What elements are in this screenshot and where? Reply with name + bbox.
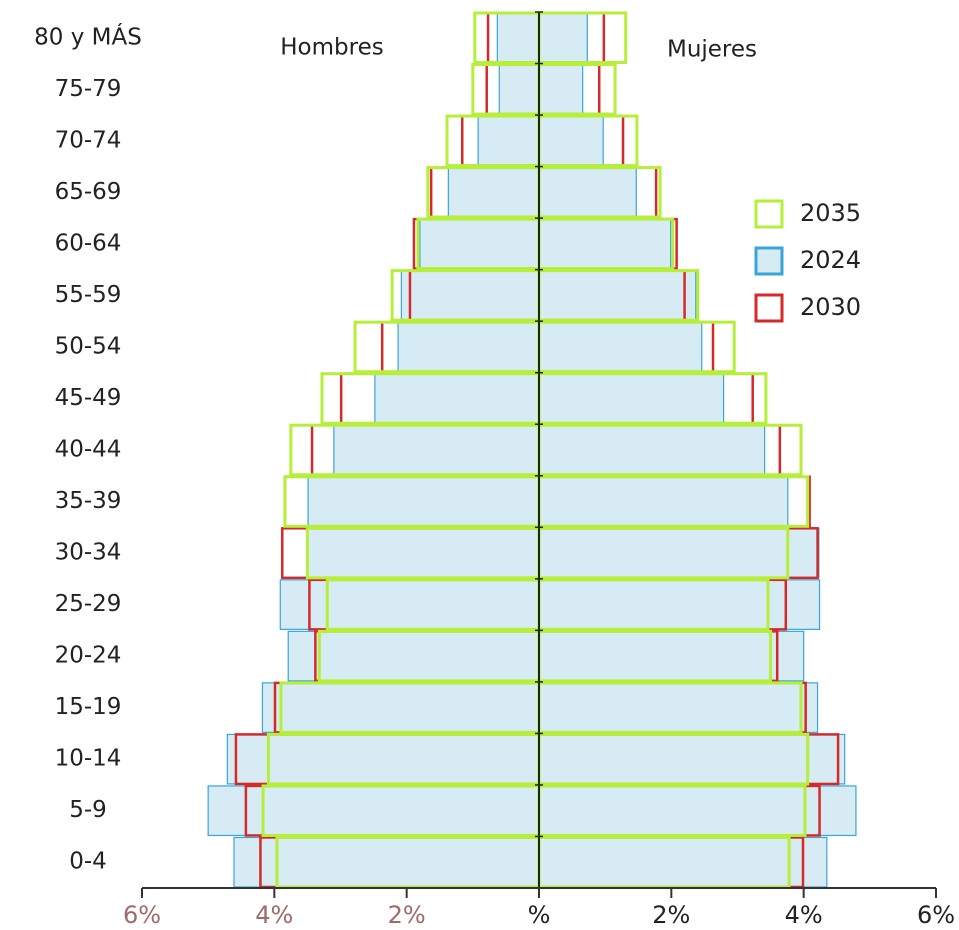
- bar: [306, 527, 540, 579]
- bar: [261, 682, 540, 734]
- x-tick-label: 6%: [917, 901, 955, 929]
- category-label: 70-74: [55, 127, 122, 153]
- right-label: Mujeres: [667, 37, 757, 63]
- category-label: 20-24: [55, 643, 122, 669]
- bar: [538, 12, 588, 64]
- legend-swatch: [754, 199, 784, 229]
- bar: [538, 785, 857, 837]
- bar: [538, 270, 697, 321]
- legend-swatch: [754, 246, 784, 276]
- category-label: 30-34: [55, 540, 122, 566]
- bar: [226, 733, 540, 785]
- bar: [207, 785, 540, 837]
- legend-label: 2030: [800, 293, 861, 321]
- bar: [400, 270, 540, 321]
- bar: [333, 424, 540, 476]
- bar: [374, 373, 540, 424]
- bar: [419, 218, 540, 270]
- bar: [477, 115, 540, 167]
- x-tick-label: 4%: [255, 901, 293, 929]
- bar: [538, 166, 637, 218]
- bar: [538, 424, 766, 476]
- bar: [538, 115, 604, 167]
- bar: [498, 63, 540, 115]
- bar: [397, 321, 540, 373]
- category-label: 80 y MÁS: [34, 22, 142, 50]
- bar: [538, 579, 821, 630]
- category-label: 0-4: [69, 849, 107, 875]
- x-tick-label: 6%: [123, 901, 161, 929]
- bar: [496, 12, 540, 64]
- x-tick-label: 4%: [785, 901, 823, 929]
- bar: [538, 733, 846, 785]
- bar: [538, 373, 725, 424]
- bar: [538, 836, 828, 888]
- bar: [538, 476, 789, 527]
- legend-swatch: [754, 293, 784, 323]
- bar: [307, 476, 540, 527]
- bar: [538, 63, 584, 115]
- bar: [233, 836, 540, 888]
- x-tick-label: 2%: [388, 901, 426, 929]
- category-label: 55-59: [55, 282, 122, 308]
- category-label: 65-69: [55, 179, 122, 205]
- category-label: 40-44: [55, 437, 122, 463]
- x-tick-label: %: [528, 901, 551, 929]
- category-label: 45-49: [55, 385, 122, 411]
- bar: [287, 630, 540, 682]
- category-label: 15-19: [55, 694, 122, 720]
- category-label: 50-54: [55, 333, 122, 359]
- category-label: 60-64: [55, 230, 122, 256]
- bar: [538, 527, 820, 579]
- category-label: 75-79: [55, 76, 122, 102]
- bar: [447, 166, 540, 218]
- bar: [538, 630, 805, 682]
- bar: [538, 682, 819, 734]
- legend-label: 2024: [800, 246, 861, 274]
- category-label: 10-14: [55, 746, 122, 772]
- bar: [538, 218, 672, 270]
- left-label: Hombres: [280, 35, 383, 61]
- legend-label: 2035: [800, 199, 861, 227]
- bar: [538, 321, 703, 373]
- category-label: 35-39: [55, 488, 122, 514]
- bar: [279, 579, 540, 630]
- category-label: 25-29: [55, 591, 122, 617]
- category-label: 5-9: [69, 797, 107, 823]
- x-tick-label: 2%: [652, 901, 690, 929]
